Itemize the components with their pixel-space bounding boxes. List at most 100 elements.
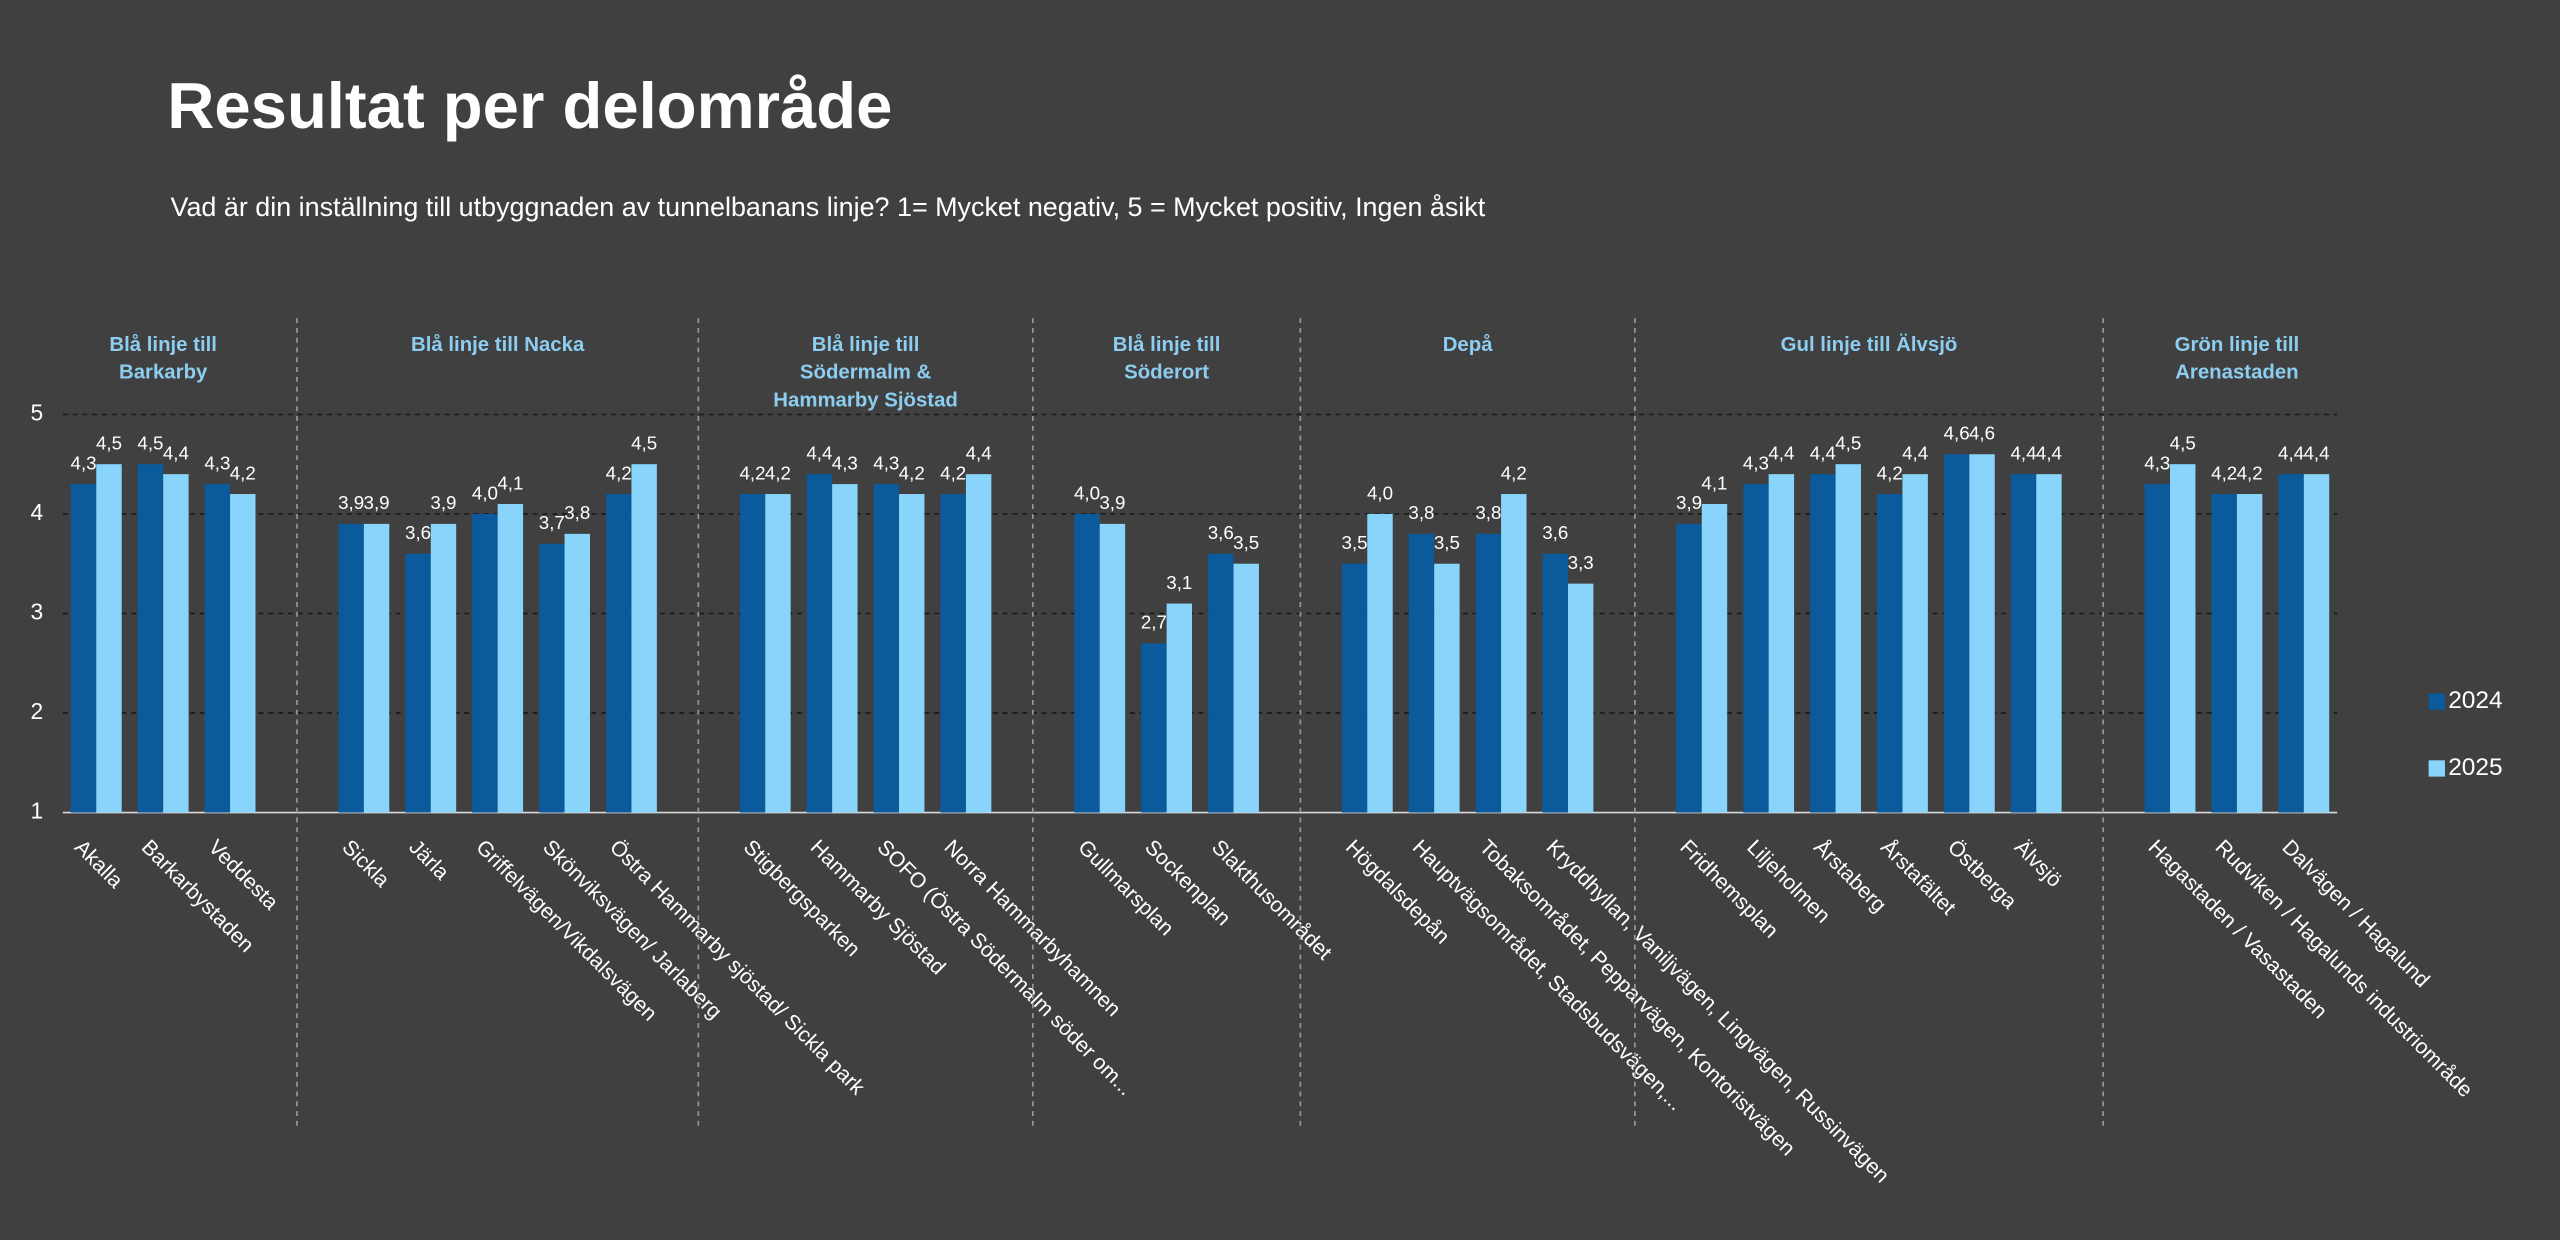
bar xyxy=(832,484,858,813)
data-label: 4,5 xyxy=(137,433,163,454)
data-label: 4,6 xyxy=(1969,423,1995,444)
data-label: 4,5 xyxy=(631,433,657,454)
bar xyxy=(1542,553,1568,813)
data-label: 4,0 xyxy=(1367,482,1393,503)
data-label: 4,4 xyxy=(2303,442,2329,463)
group-label: Gul linje till Älvsjö xyxy=(1781,333,1958,356)
data-label: 4,4 xyxy=(2278,442,2304,463)
x-tick-label: Akalla xyxy=(70,836,127,893)
data-label: 4,0 xyxy=(472,482,498,503)
group-label: Grön linje till xyxy=(2175,334,2300,356)
bar xyxy=(137,464,164,813)
bar xyxy=(1676,523,1702,813)
bar xyxy=(1475,533,1502,813)
data-label: 3,5 xyxy=(1434,532,1460,553)
bar xyxy=(1341,563,1368,813)
data-label: 4,3 xyxy=(832,452,858,473)
bar xyxy=(806,474,833,813)
bar xyxy=(564,533,590,813)
bar xyxy=(2278,474,2304,813)
data-label: 2,7 xyxy=(1141,612,1167,633)
data-label: 3,5 xyxy=(1233,532,1259,553)
data-label: 3,9 xyxy=(338,492,364,513)
data-label: 4,6 xyxy=(1944,423,1970,444)
bar xyxy=(1902,474,1928,813)
data-label: 4,4 xyxy=(1902,442,1928,463)
bar xyxy=(230,494,256,813)
bar xyxy=(739,494,766,813)
bar xyxy=(497,503,524,813)
bar xyxy=(163,474,189,813)
group-label: Barkarby xyxy=(119,362,208,384)
bar xyxy=(430,523,457,813)
data-label: 4,4 xyxy=(1810,442,1836,463)
bar xyxy=(1567,583,1594,813)
x-tick-label: Barkarbystaden xyxy=(137,836,258,957)
group-label: Söderort xyxy=(1124,362,1209,384)
data-label: 3,6 xyxy=(405,522,431,543)
bar xyxy=(338,523,364,813)
data-label: 4,4 xyxy=(806,442,832,463)
bar xyxy=(1835,464,1861,813)
bar xyxy=(1768,474,1795,813)
bar xyxy=(1743,484,1769,813)
x-tick-label: Stigbergsparken xyxy=(739,836,864,961)
group-label: Depå xyxy=(1443,333,1493,356)
bar xyxy=(873,484,900,813)
data-label: 4,2 xyxy=(940,462,966,483)
chart-title: Resultat per delområde xyxy=(167,69,892,142)
bar xyxy=(1701,503,1728,813)
bar xyxy=(1166,603,1193,813)
data-label: 3,1 xyxy=(1166,572,1192,593)
bar xyxy=(2236,494,2263,813)
data-label: 4,3 xyxy=(2144,452,2170,473)
data-label: 4,5 xyxy=(1835,433,1861,454)
bar xyxy=(606,494,632,813)
group-label: Hammarby Sjöstad xyxy=(773,389,958,411)
data-label: 4,2 xyxy=(2237,462,2263,483)
bar xyxy=(1099,523,1126,813)
bar xyxy=(1141,643,1167,813)
data-label: 4,5 xyxy=(96,433,122,454)
bar xyxy=(899,494,925,813)
bar xyxy=(2211,494,2237,813)
bar xyxy=(965,474,992,813)
data-label: 3,9 xyxy=(1099,492,1125,513)
legend-swatch xyxy=(2428,693,2445,710)
data-label: 4,3 xyxy=(873,452,899,473)
y-tick-label: 5 xyxy=(31,399,44,425)
data-label: 4,2 xyxy=(739,462,765,483)
x-tick-label: Sickla xyxy=(337,836,393,892)
bar xyxy=(1877,494,1903,813)
data-label: 4,1 xyxy=(497,472,523,493)
bar xyxy=(1969,454,1995,813)
x-tick-label: Hauptvägsområdet, Stadsbudsvägen,... xyxy=(1408,836,1688,1116)
data-label: 4,0 xyxy=(1074,482,1100,503)
data-label: 3,8 xyxy=(1475,502,1501,523)
data-label: 3,9 xyxy=(364,492,390,513)
x-tick-label: Slakthusområdet xyxy=(1207,836,1336,965)
data-label: 3,8 xyxy=(564,502,590,523)
bar xyxy=(940,494,966,813)
data-label: 4,2 xyxy=(765,462,791,483)
bar xyxy=(1367,513,1393,813)
group-label: Blå linje till xyxy=(812,333,920,356)
data-label: 3,3 xyxy=(1568,552,1594,573)
data-label: 4,3 xyxy=(71,452,97,473)
y-tick-label: 2 xyxy=(31,698,44,724)
bar xyxy=(1208,553,1234,813)
data-label: 4,4 xyxy=(1768,442,1794,463)
data-label: 3,7 xyxy=(539,512,565,533)
group-label: Södermalm & xyxy=(800,362,932,384)
legend-swatch xyxy=(2428,760,2445,777)
bar xyxy=(1943,454,1970,813)
data-label: 4,2 xyxy=(1501,462,1527,483)
legend-label: 2025 xyxy=(2448,754,2502,781)
bar xyxy=(363,523,390,813)
bar xyxy=(70,484,97,813)
bar xyxy=(2010,474,2037,813)
data-label: 3,8 xyxy=(1408,502,1434,523)
group-label: Arenastaden xyxy=(2175,362,2298,384)
bar xyxy=(96,464,122,813)
